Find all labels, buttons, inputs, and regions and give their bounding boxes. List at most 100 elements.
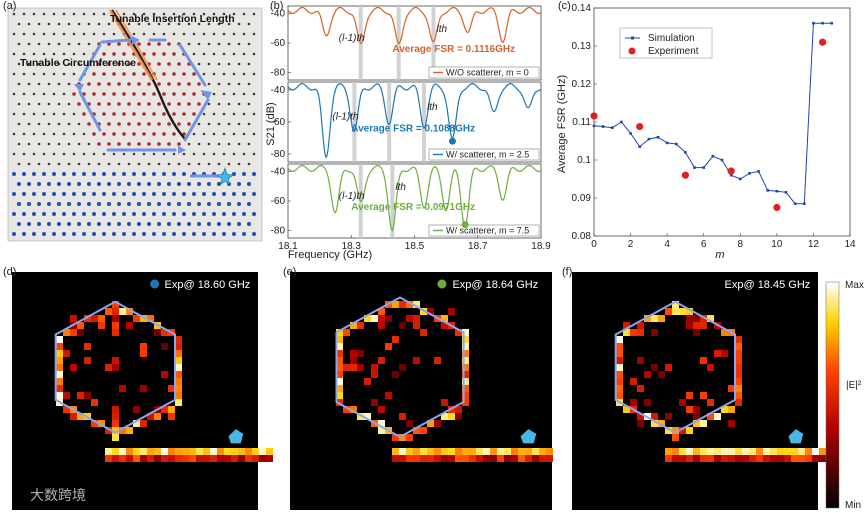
lattice-dot — [167, 82, 171, 86]
waveguide-cell — [238, 455, 245, 462]
y-tick-label: 0.11 — [572, 117, 591, 128]
field-cell — [427, 420, 434, 427]
lattice-dot — [72, 132, 76, 136]
lattice-dot — [112, 212, 116, 216]
lattice-dot — [12, 152, 16, 156]
lattice-dot — [177, 202, 181, 206]
lattice-dot — [177, 222, 181, 226]
waveguide-cell — [147, 448, 154, 455]
panel-b-xlabel: Frequency (GHz) — [288, 249, 372, 261]
waveguide-cell — [721, 448, 728, 455]
lattice-dot — [252, 152, 256, 156]
field-cell — [112, 301, 119, 308]
waveguide-cell — [728, 448, 735, 455]
lattice-dot — [157, 22, 161, 26]
lattice-dot — [227, 42, 231, 46]
field-cell — [112, 434, 119, 441]
lattice-dot — [127, 202, 131, 206]
lattice-dot — [107, 202, 111, 206]
field-cell — [350, 350, 357, 357]
lattice-dot — [222, 232, 226, 236]
waveguide-cell — [700, 448, 707, 455]
field-cell — [462, 392, 469, 399]
lattice-dot — [172, 112, 176, 116]
waveguide-cell — [518, 455, 525, 462]
field-cell — [336, 364, 343, 371]
lattice-dot — [217, 222, 221, 226]
field-cell — [392, 336, 399, 343]
lattice-dot — [37, 122, 41, 126]
field-cell — [735, 371, 742, 378]
lattice-dot — [57, 122, 61, 126]
lattice-dot — [42, 172, 46, 176]
lattice-dot — [92, 132, 96, 136]
field-cell — [371, 399, 378, 406]
panel-b-spectra: -40 -60 -80 Average FSR = 0.1116GHz (l-1)th l… — [271, 5, 551, 252]
field-cell — [350, 357, 357, 364]
lattice-dot — [107, 42, 111, 46]
colorbar-min: Min — [845, 500, 861, 511]
lattice-dot — [187, 162, 191, 166]
mode-left-label: (l-1)th — [339, 191, 366, 202]
source-star — [788, 429, 804, 444]
lattice-dot — [182, 92, 186, 96]
lattice-dot — [52, 52, 56, 56]
lattice-dot — [87, 122, 91, 126]
field-cell — [175, 378, 182, 385]
waveguide-cell — [413, 448, 420, 455]
lattice-dot — [37, 42, 41, 46]
field-cell — [98, 315, 105, 322]
waveguide-cell — [714, 448, 721, 455]
waveguide-cell — [119, 455, 126, 462]
field-cell — [161, 343, 168, 350]
lattice-dot — [162, 32, 166, 36]
panel-c-chart: 0 2 4 6 8 10 12 14 0.08 0.09 0.1 0.11 0.12 0.13 0.14 Si… — [572, 3, 856, 250]
lattice-dot — [157, 62, 161, 66]
lattice-dot — [12, 132, 16, 136]
lattice-dot — [167, 182, 171, 186]
lattice-dot — [132, 152, 136, 156]
field-cell — [119, 385, 126, 392]
lattice-dot — [32, 132, 36, 136]
map-label: Exp@ 18.45 GHz — [725, 279, 811, 291]
y-tick-label: -40 — [271, 85, 286, 96]
lattice-dot — [67, 122, 71, 126]
mode-guide — [421, 82, 426, 162]
waveguide-cell — [476, 448, 483, 455]
lattice-dot — [37, 142, 41, 146]
lattice-dot — [187, 142, 191, 146]
field-cell — [616, 364, 623, 371]
lattice-dot — [212, 232, 216, 236]
lattice-dot — [247, 162, 251, 166]
field-cell — [343, 329, 350, 336]
lattice-dot — [207, 162, 211, 166]
watermark: 大数跨境 — [30, 488, 86, 504]
lattice-dot — [152, 212, 156, 216]
waveguide-cell — [777, 455, 784, 462]
field-cell — [336, 371, 343, 378]
field-cell — [672, 427, 679, 434]
waveguide-cell — [224, 455, 231, 462]
field-cell — [392, 371, 399, 378]
lattice-dot — [232, 112, 236, 116]
lattice-dot — [162, 92, 166, 96]
waveguide-cell — [105, 455, 112, 462]
field-cell — [462, 399, 469, 406]
lattice-dot — [212, 152, 216, 156]
field-cell — [357, 322, 364, 329]
lattice-dot — [142, 72, 146, 76]
lattice-dot — [237, 202, 241, 206]
lattice-dot — [82, 212, 86, 216]
field-cell — [735, 378, 742, 385]
lattice-dot — [42, 232, 46, 236]
lattice-dot — [117, 42, 121, 46]
field-cell — [700, 322, 707, 329]
field-cell — [378, 322, 385, 329]
field-cell — [686, 392, 693, 399]
lattice-dot — [187, 182, 191, 186]
field-cell — [119, 427, 126, 434]
lattice-dot — [102, 152, 106, 156]
panel-label-d: (d) — [3, 266, 17, 278]
waveguide-cell — [784, 448, 791, 455]
lattice-dot — [32, 112, 36, 116]
